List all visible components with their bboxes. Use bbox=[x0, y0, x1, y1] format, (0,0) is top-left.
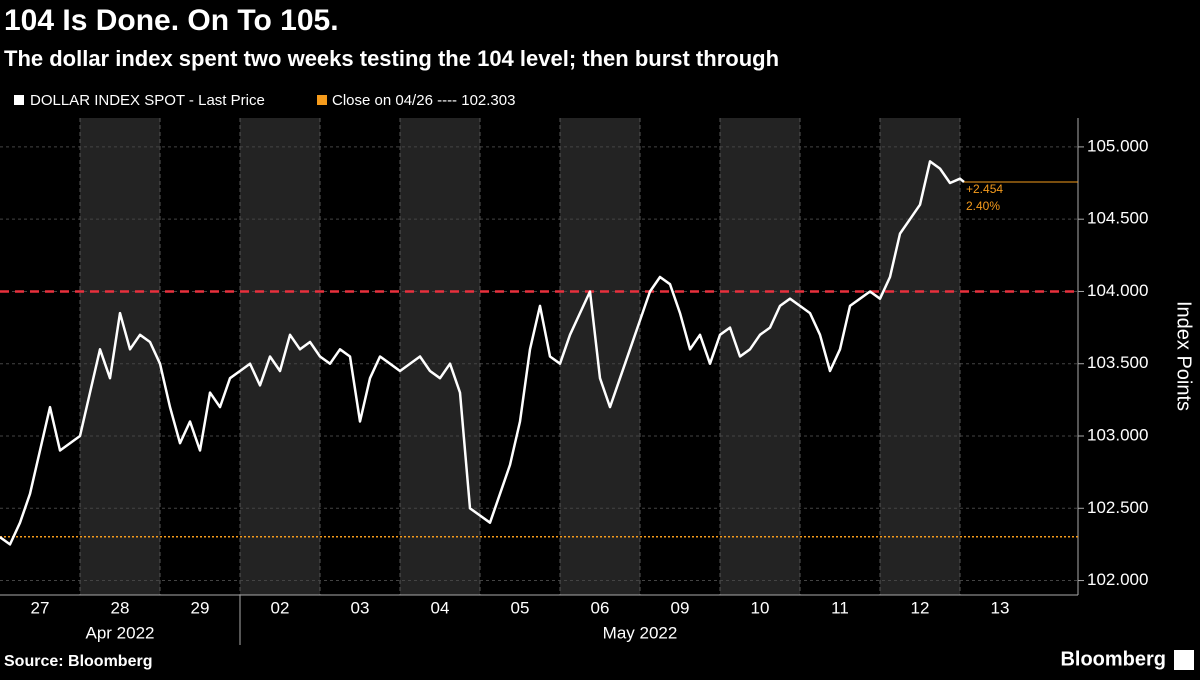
x-tick-label: 27 bbox=[31, 598, 50, 617]
y-tick-label: 103.500 bbox=[1087, 353, 1148, 372]
x-tick-label: 11 bbox=[831, 598, 849, 617]
y-tick-label: 102.000 bbox=[1087, 570, 1148, 589]
brand: Bloomberg bbox=[1060, 648, 1166, 670]
legend-label: Close on 04/26 ---- 102.303 bbox=[332, 92, 515, 109]
day-band bbox=[240, 118, 320, 595]
chart-subtitle: The dollar index spent two weeks testing… bbox=[4, 46, 779, 71]
x-tick-label: 10 bbox=[751, 598, 770, 617]
legend-label: DOLLAR INDEX SPOT - Last Price bbox=[30, 92, 265, 109]
day-band bbox=[400, 118, 480, 595]
source: Source: Bloomberg bbox=[4, 653, 152, 670]
y-tick-label: 103.000 bbox=[1087, 425, 1148, 444]
change-label: +2.454 bbox=[966, 182, 1003, 196]
y-tick-label: 104.500 bbox=[1087, 209, 1148, 228]
x-tick-label: 06 bbox=[591, 598, 610, 617]
day-band bbox=[720, 118, 800, 595]
month-label: Apr 2022 bbox=[86, 623, 155, 642]
month-label: May 2022 bbox=[603, 623, 678, 642]
x-tick-label: 13 bbox=[991, 598, 1010, 617]
y-tick-label: 104.000 bbox=[1087, 281, 1148, 300]
chart-title: 104 Is Done. On To 105. bbox=[4, 4, 339, 37]
legend-swatch bbox=[14, 95, 24, 105]
legend-swatch bbox=[317, 95, 327, 105]
day-band bbox=[880, 118, 960, 595]
x-tick-label: 02 bbox=[271, 598, 290, 617]
y-tick-label: 102.500 bbox=[1087, 498, 1148, 517]
day-band bbox=[80, 118, 160, 595]
price-line bbox=[0, 160, 965, 546]
change-label: 2.40% bbox=[966, 199, 1000, 213]
x-tick-label: 05 bbox=[511, 598, 530, 617]
x-tick-label: 29 bbox=[191, 598, 210, 617]
x-tick-label: 09 bbox=[671, 598, 690, 617]
y-tick-label: 105.000 bbox=[1087, 136, 1148, 155]
x-tick-label: 12 bbox=[911, 598, 930, 617]
brand-icon bbox=[1174, 650, 1194, 670]
x-tick-label: 03 bbox=[351, 598, 370, 617]
plot: 27 28 29 02 03 04 05 06 09 10 11 12 13 Apr 2022 May 20… bbox=[0, 118, 1148, 645]
x-tick-label: 28 bbox=[111, 598, 130, 617]
y-axis-title: Index Points bbox=[1173, 301, 1195, 411]
x-tick-label: 04 bbox=[431, 598, 450, 617]
